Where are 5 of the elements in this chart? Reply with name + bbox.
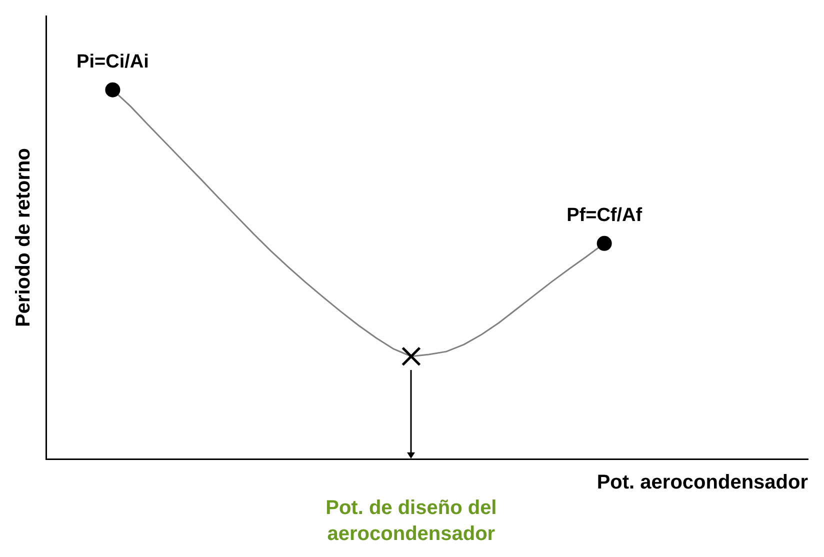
text: Pi=Ci/Ai	[76, 52, 149, 73]
x-axis-title: Pot. aerocondensador	[596, 472, 808, 494]
annotation: Pf=Cf/Af	[566, 205, 643, 226]
text: Pot. de diseño del aerocondensador	[324, 496, 498, 547]
y-axis-title: Periodo de retorno	[12, 148, 35, 327]
